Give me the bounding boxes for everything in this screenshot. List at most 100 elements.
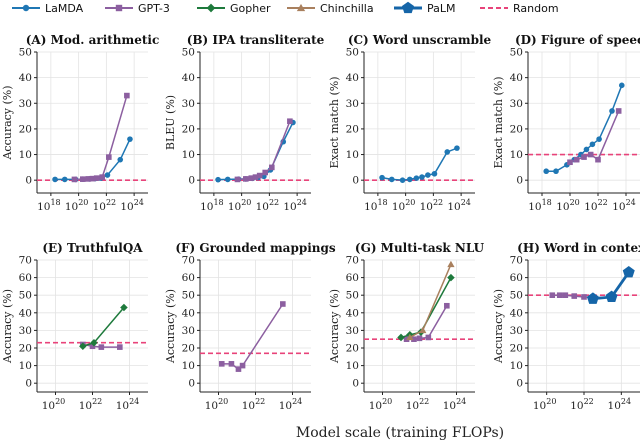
x-tick-label: 1020 — [65, 198, 89, 213]
data-point-lamda — [104, 172, 111, 178]
data-point-lamda — [388, 176, 395, 183]
x-tick-label: 1024 — [443, 397, 467, 412]
y-tick-label: 10 — [182, 360, 195, 372]
y-tick-label: 0 — [25, 175, 32, 187]
data-point-gpt-3 — [98, 344, 105, 350]
panel-title: (C) Word unscramble — [348, 33, 492, 47]
series-gpt-3 — [71, 92, 130, 183]
data-point-gpt-3 — [243, 176, 249, 182]
y-tick-label: 50 — [182, 47, 195, 59]
y-tick-label: 60 — [510, 272, 523, 284]
series-line-gopher — [400, 277, 452, 339]
x-tick-label: 1018 — [37, 198, 61, 213]
data-point-palm — [622, 266, 635, 278]
y-tick-label: 50 — [346, 290, 359, 302]
data-point-gpt-3 — [411, 336, 417, 342]
y-tick-label: 40 — [19, 307, 32, 319]
legend-marker — [115, 4, 123, 12]
y-tick-label: 20 — [19, 123, 32, 135]
y-tick-label: 60 — [182, 272, 195, 284]
data-point-gpt-3 — [93, 175, 100, 181]
x-tick-label: 1024 — [283, 198, 307, 213]
data-point-gpt-3 — [239, 362, 246, 369]
y-tick-label: 60 — [346, 272, 359, 284]
x-tick-label: 1018 — [528, 198, 552, 213]
data-point-gpt-3 — [581, 154, 587, 160]
x-tick-label: 1024 — [608, 397, 632, 412]
y-tick-label: 0 — [25, 378, 32, 390]
x-tick-label: 1020 — [42, 397, 66, 412]
y-tick-label: 50 — [346, 47, 359, 59]
data-point-gopher — [90, 338, 98, 347]
legend-marker — [296, 3, 306, 12]
legend-label: Chinchilla — [320, 2, 374, 15]
series-chinchilla — [406, 260, 455, 341]
y-tick-label: 50 — [182, 290, 195, 302]
x-tick-label: 1022 — [420, 198, 444, 213]
y-axis-label: Exact match (%) — [492, 76, 505, 168]
data-point-lamda — [609, 108, 615, 114]
series-gpt-3 — [218, 301, 286, 372]
y-tick-label: 0 — [352, 175, 359, 187]
y-axis-label: Accuracy (%) — [328, 289, 341, 364]
y-tick-label: 70 — [182, 255, 195, 267]
data-point-gpt-3 — [287, 118, 293, 125]
y-tick-label: 30 — [346, 325, 359, 337]
series-palm — [586, 266, 635, 304]
data-point-chinchilla — [406, 333, 414, 341]
shared-x-axis-label: Model scale (training FLOPs) — [296, 425, 504, 441]
panel-title: (D) Figure of speech — [515, 33, 640, 47]
x-tick-label: 1022 — [93, 198, 117, 213]
y-tick-label: 50 — [510, 290, 523, 302]
panel-title: (B) IPA transliterate — [187, 33, 325, 47]
series-line-gpt-3 — [74, 95, 128, 181]
data-point-gpt-3 — [80, 176, 86, 182]
y-tick-label: 0 — [188, 175, 195, 187]
y-tick-label: 10 — [346, 360, 359, 372]
y-tick-label: 30 — [182, 98, 195, 110]
data-point-gpt-3 — [615, 108, 622, 114]
y-tick-label: 10 — [510, 360, 523, 372]
x-tick-label: 1018 — [364, 198, 388, 213]
x-tick-label: 1022 — [256, 198, 280, 213]
x-tick-label: 1024 — [447, 198, 471, 213]
data-point-lamda — [431, 170, 438, 177]
y-tick-label: 20 — [510, 343, 523, 355]
legend-label: GPT-3 — [138, 2, 170, 15]
y-tick-label: 30 — [510, 325, 523, 337]
y-tick-label: 20 — [19, 343, 32, 355]
y-tick-label: 40 — [182, 307, 195, 319]
x-tick-label: 1018 — [200, 198, 224, 213]
y-tick-label: 40 — [510, 307, 523, 319]
legend-item-gpt-3: GPT-3 — [105, 2, 170, 15]
panel-title: (E) TruthfulQA — [42, 241, 143, 255]
data-point-lamda — [52, 176, 58, 183]
y-axis-label: Accuracy (%) — [1, 85, 14, 160]
data-point-gpt-3 — [416, 335, 423, 342]
data-point-lamda — [589, 141, 596, 148]
data-point-chinchilla — [447, 260, 455, 268]
legend-label: PaLM — [427, 2, 456, 15]
legend-item-chinchilla: Chinchilla — [287, 2, 374, 15]
y-tick-label: 30 — [182, 325, 195, 337]
y-tick-label: 40 — [19, 72, 32, 84]
data-point-lamda — [215, 176, 221, 183]
series-line-gpt-3 — [221, 303, 284, 371]
data-point-lamda — [543, 168, 550, 175]
data-point-gpt-3 — [124, 92, 130, 99]
legend-item-lamda: LaMDA — [12, 2, 84, 15]
series-line-chinchilla — [409, 264, 452, 339]
legend: LaMDA GPT-3 Gopher Chinchilla PaLM Random — [12, 1, 559, 15]
data-point-gpt-3 — [567, 159, 573, 166]
series-line-lamda — [546, 85, 623, 172]
data-point-chinchilla — [419, 326, 427, 334]
data-point-lamda — [618, 82, 625, 89]
y-tick-label: 30 — [19, 98, 32, 110]
y-tick-label: 60 — [19, 272, 32, 284]
